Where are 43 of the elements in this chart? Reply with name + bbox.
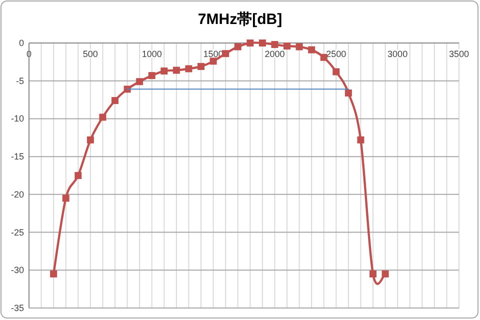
x-tick-label: 2500: [326, 49, 346, 59]
y-tick-label: -20: [10, 189, 24, 200]
point: [124, 86, 131, 93]
point: [332, 68, 340, 76]
y-tick-label: -5: [16, 76, 24, 86]
point: [258, 40, 266, 46]
chart-title: 7MHz帯[dB]: [198, 11, 282, 28]
point: [74, 172, 82, 179]
point: [320, 54, 328, 61]
point: [172, 66, 180, 74]
y-tick-label: -35: [10, 303, 24, 313]
point: [112, 97, 118, 104]
point: [382, 270, 389, 278]
y-tick-label: 0: [18, 38, 24, 48]
point: [148, 72, 156, 80]
point: [222, 50, 230, 58]
y-tick-label: -25: [10, 227, 24, 238]
point: [198, 62, 204, 70]
point: [136, 78, 144, 86]
y-tick-label: -30: [10, 265, 24, 276]
point: [284, 42, 290, 50]
point: [344, 89, 352, 96]
point: [308, 46, 316, 54]
x-tick-label: 500: [82, 49, 98, 59]
point: [234, 43, 242, 50]
point: [160, 68, 168, 75]
point: [86, 136, 94, 144]
x-tick-label: 2000: [264, 49, 285, 59]
point: [357, 136, 364, 144]
point: [99, 114, 106, 121]
point: [210, 58, 217, 65]
point: [62, 194, 70, 202]
point: [246, 40, 254, 46]
point: [271, 41, 278, 48]
point: [370, 270, 376, 278]
x-tick-label: 3000: [388, 49, 408, 59]
y-tick-label: -10: [10, 114, 24, 124]
point: [185, 65, 192, 72]
point: [296, 43, 303, 50]
x-tick-label: 3500: [448, 49, 470, 59]
point: [50, 270, 58, 278]
x-tick-label: 1000: [142, 49, 162, 59]
y-tick-label: -15: [10, 152, 24, 162]
